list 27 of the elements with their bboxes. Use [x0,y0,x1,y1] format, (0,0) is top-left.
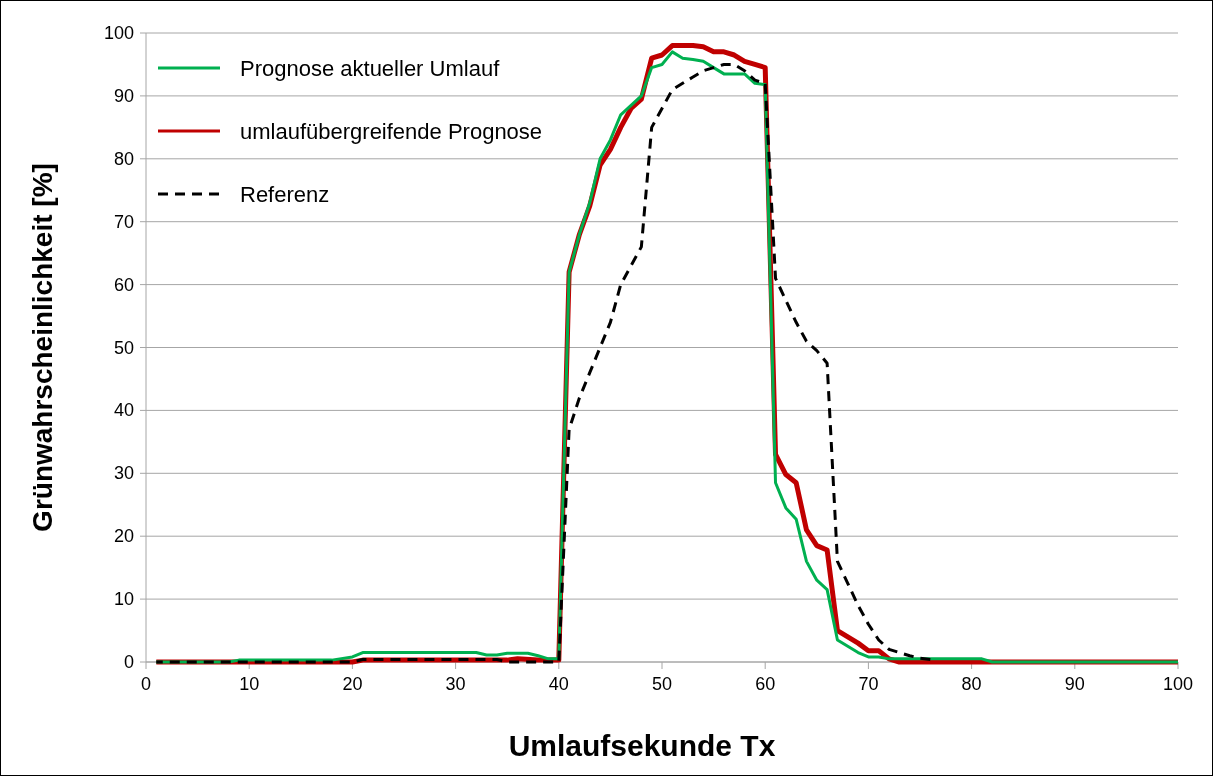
x-tick-label: 70 [858,674,879,694]
legend-label: Referenz [240,182,330,207]
y-tick-label: 40 [113,400,134,421]
x-tick-label: 90 [1064,674,1085,694]
y-tick-label: 70 [113,211,134,232]
y-tick-label: 0 [123,652,134,672]
y-tick-label: 90 [113,85,134,106]
x-tick-label: 0 [140,674,152,694]
x-tick-label: 20 [342,674,363,694]
x-tick-label: 40 [548,674,569,694]
y-tick-label: 10 [113,589,134,610]
legend-label: Prognose aktueller Umlauf [240,56,501,81]
y-tick-label: 80 [113,148,134,169]
y-axis-title: Grünwahrscheinlichkeit [%] [27,163,58,532]
y-tick-label: 30 [113,463,134,484]
y-tick-label: 20 [113,526,134,547]
x-tick-label: 10 [239,674,260,694]
y-tick-label: 50 [113,337,134,358]
x-tick-label: 50 [651,674,673,694]
legend-label: umlaufübergreifende Prognose [240,119,543,144]
x-tick-label: 80 [961,674,982,694]
y-tick-label: 60 [113,274,134,295]
x-tick-label: 30 [445,674,466,694]
y-tick-label: 100 [103,23,134,43]
x-axis-title: Umlaufsekunde Tx [508,729,776,762]
x-tick-label: 100 [1162,674,1194,694]
x-tick-label: 60 [755,674,776,694]
